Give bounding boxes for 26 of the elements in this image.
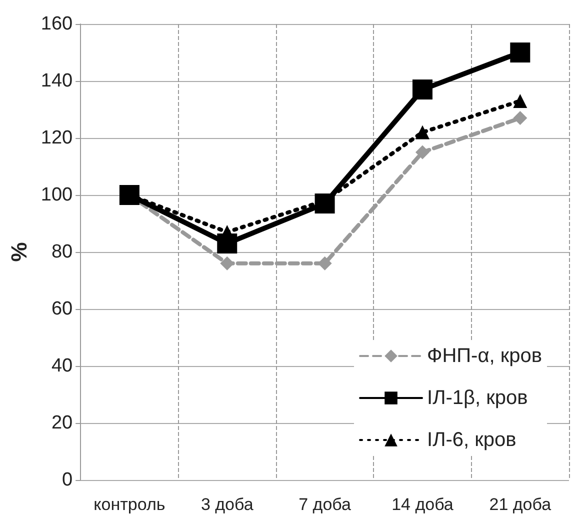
y-axis-title: % [6,242,32,262]
x-tick-label: контроль [94,495,166,514]
x-tick-label: 21 доба [489,495,552,514]
point [510,42,530,62]
point [318,256,332,270]
y-tick-label: 60 [51,298,73,320]
x-tick-label: 14 доба [392,495,454,514]
point [415,145,430,160]
y-tick-label: 140 [40,70,73,92]
y-tick-label: 0 [62,470,73,490]
y-tick-label: 160 [40,14,73,34]
legend-label: ФНП-α, кров [427,345,542,367]
y-tick-label: 100 [40,184,73,206]
point [415,125,430,140]
y-tick-label: 20 [51,412,73,434]
point [513,94,528,108]
point [513,111,528,126]
y-tick-label: 120 [40,128,73,148]
x-tick-label: 3 доба [200,495,254,514]
point [220,256,234,270]
point [412,80,432,100]
y-tick-label: 80 [51,242,73,262]
x-tick-label: 7 доба [298,495,352,514]
legend-label: ІЛ-6, кров [427,429,516,451]
legend-label: ІЛ-1β, кров [427,387,528,409]
y-tick-label: 40 [51,356,73,376]
